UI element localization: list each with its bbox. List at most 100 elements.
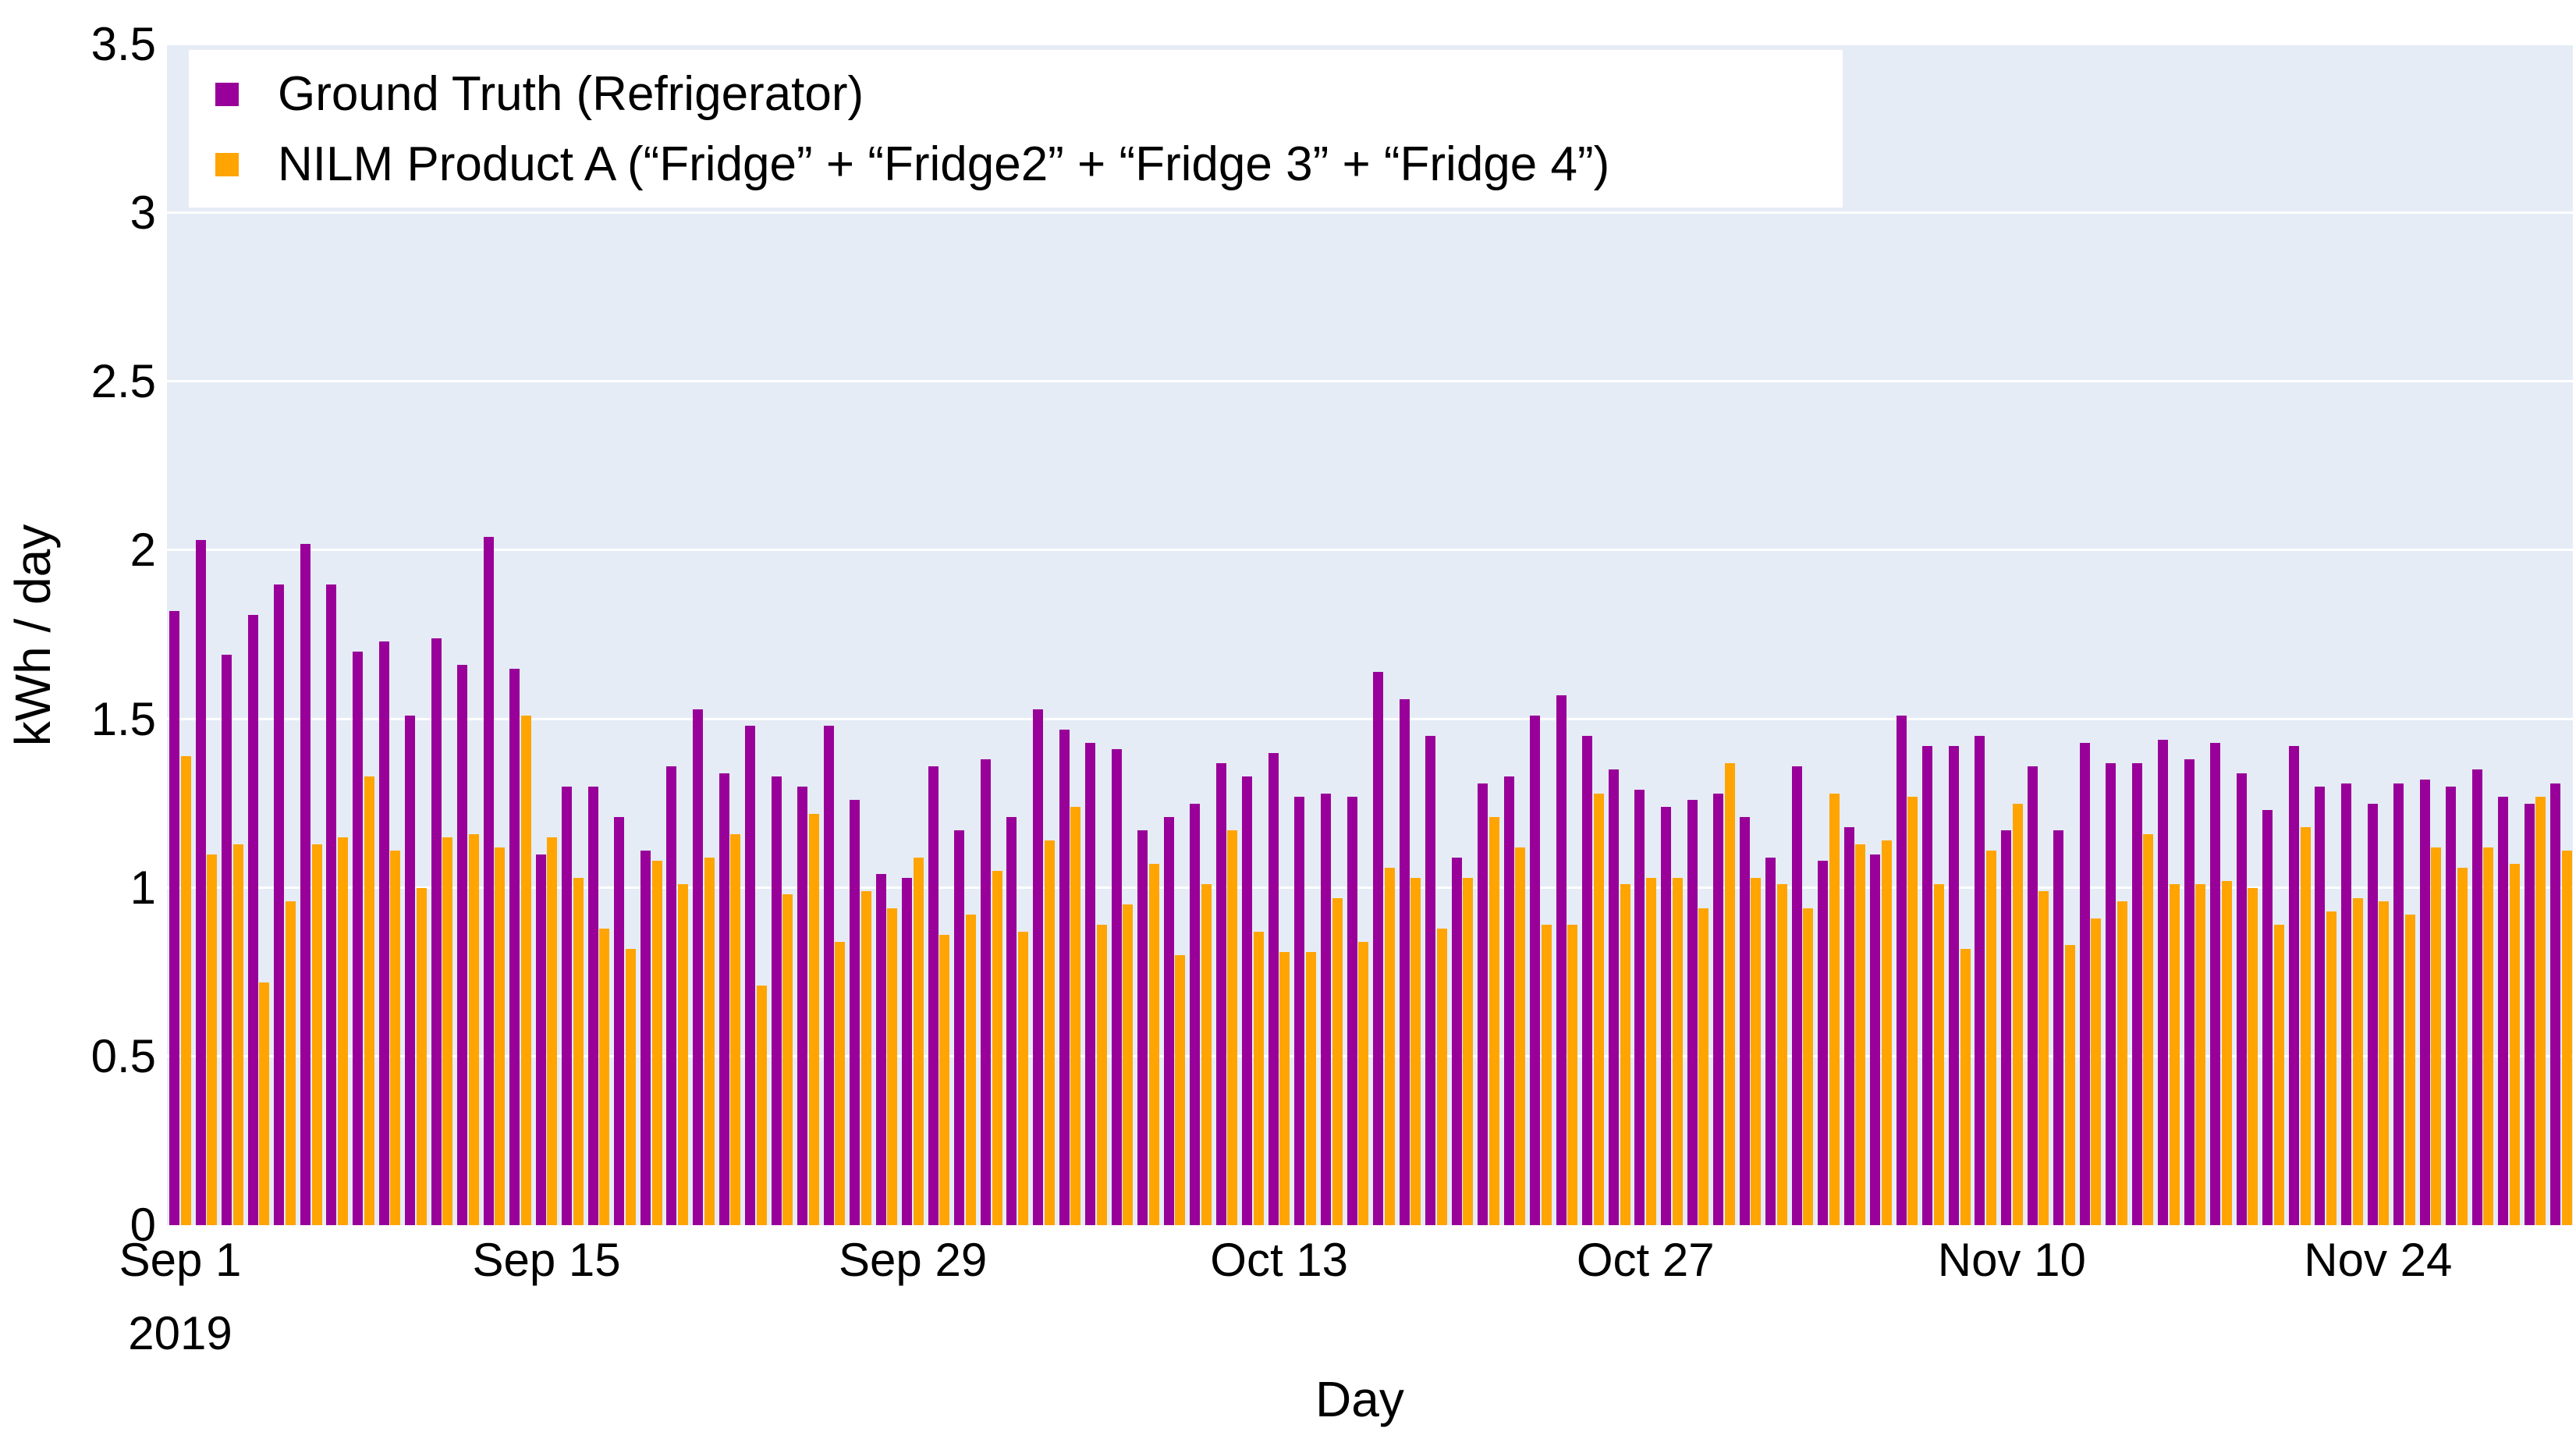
bar-ground-truth <box>1399 698 1410 1225</box>
ground-truth-swatch-icon <box>215 83 239 106</box>
bar-ground-truth <box>535 854 546 1225</box>
bar-nilm <box>2509 864 2520 1225</box>
bar-ground-truth <box>745 726 756 1225</box>
bar-ground-truth <box>1818 861 1829 1225</box>
bar-ground-truth <box>2106 762 2117 1225</box>
bar-nilm <box>2221 881 2232 1225</box>
bar-ground-truth <box>2027 766 2038 1225</box>
bar-ground-truth <box>1975 736 1985 1225</box>
bar-nilm <box>1306 951 1317 1225</box>
bar-nilm <box>1593 793 1604 1225</box>
bar-nilm <box>678 884 689 1225</box>
bar-ground-truth <box>1006 816 1017 1225</box>
bar-nilm <box>1776 884 1787 1225</box>
bar-ground-truth <box>1687 800 1698 1225</box>
bar-nilm <box>1646 877 1657 1225</box>
bar-nilm <box>259 982 270 1225</box>
bar-ground-truth <box>300 543 310 1225</box>
bar-ground-truth <box>1582 736 1593 1225</box>
x-axis-title: Day <box>1315 1371 1404 1427</box>
bar-ground-truth <box>1294 797 1305 1225</box>
bar-nilm <box>808 813 819 1225</box>
bar-ground-truth <box>2315 787 2326 1225</box>
legend-label-ground-truth: Ground Truth (Refrigerator) <box>278 67 864 121</box>
y-tick-1.5: 1.5 <box>90 692 156 745</box>
y-tick-0: 0 <box>130 1199 156 1251</box>
bar-ground-truth <box>1059 729 1070 1225</box>
bar-nilm <box>338 837 349 1225</box>
bar-nilm <box>1384 867 1395 1225</box>
bar-nilm <box>1881 840 1892 1225</box>
bar-ground-truth <box>2550 783 2561 1225</box>
bar-ground-truth <box>1163 816 1174 1225</box>
gridline-3.5 <box>167 43 2573 45</box>
bar-nilm <box>1620 884 1630 1225</box>
bar-ground-truth <box>2131 762 2142 1225</box>
y-tick-1: 1 <box>130 861 156 914</box>
bar-nilm <box>364 776 374 1225</box>
bar-ground-truth <box>771 776 782 1225</box>
bar-nilm <box>2404 915 2415 1225</box>
bar-ground-truth <box>2341 783 2352 1225</box>
bar-nilm <box>416 887 427 1225</box>
bar-nilm <box>1332 897 1343 1225</box>
bar-ground-truth <box>1843 826 1854 1225</box>
bar-nilm <box>1855 844 1866 1225</box>
bar-nilm <box>2143 833 2154 1225</box>
bar-nilm <box>2117 901 2127 1225</box>
bar-ground-truth <box>640 851 651 1225</box>
bar-nilm <box>1488 816 1499 1225</box>
y-tick-2.5: 2.5 <box>90 355 156 408</box>
bar-ground-truth <box>1896 716 1907 1225</box>
bar-nilm <box>1070 806 1081 1225</box>
bar-nilm <box>520 716 531 1225</box>
plot-area <box>167 43 2573 1225</box>
bar-ground-truth <box>1530 716 1541 1225</box>
bar-nilm <box>966 915 976 1225</box>
bar-nilm <box>1044 840 1055 1225</box>
bar-nilm <box>1175 955 1186 1225</box>
y-tick-3: 3 <box>130 187 156 240</box>
bar-ground-truth <box>1373 672 1384 1225</box>
y-axis-title: kWh / day <box>5 524 61 746</box>
bar-ground-truth <box>2158 739 2169 1225</box>
bar-ground-truth <box>431 638 442 1225</box>
bar-ground-truth <box>1085 742 1096 1225</box>
x-tick-oct-13: Oct 13 <box>1210 1234 1349 1286</box>
bar-nilm <box>887 908 898 1225</box>
bar-nilm <box>730 833 741 1225</box>
bar-nilm <box>232 844 243 1225</box>
bar-ground-truth <box>1634 790 1645 1225</box>
x-tick-oct-27: Oct 27 <box>1576 1234 1715 1286</box>
bar-ground-truth <box>902 877 913 1225</box>
bar-ground-truth <box>1791 766 1802 1225</box>
bar-ground-truth <box>1190 803 1201 1225</box>
bar-nilm <box>2379 901 2390 1225</box>
nilm-swatch-icon <box>215 153 239 176</box>
bar-ground-truth <box>169 611 180 1225</box>
bar-nilm <box>2326 911 2337 1225</box>
gridline-2 <box>167 549 2573 552</box>
bar-nilm <box>2038 891 2049 1225</box>
bar-ground-truth <box>2367 803 2378 1225</box>
bar-nilm <box>1960 948 1971 1225</box>
bar-ground-truth <box>954 830 965 1225</box>
bar-nilm <box>782 894 793 1225</box>
bar-nilm <box>1253 931 1264 1225</box>
bar-nilm <box>651 861 662 1225</box>
bar-nilm <box>390 851 401 1225</box>
bar-ground-truth <box>1033 709 1044 1225</box>
bar-nilm <box>2483 847 2494 1225</box>
bar-ground-truth <box>2419 780 2430 1225</box>
bar-ground-truth <box>1425 736 1436 1225</box>
bar-ground-truth <box>2393 783 2404 1225</box>
legend-item-ground-truth: Ground Truth (Refrigerator) <box>189 59 1843 130</box>
bar-ground-truth <box>2184 759 2195 1225</box>
gridline-1.5 <box>167 717 2573 720</box>
bar-nilm <box>1698 908 1709 1225</box>
x-tick-sep-1: Sep 1 <box>119 1234 242 1286</box>
bar-ground-truth <box>719 773 729 1225</box>
bar-ground-truth <box>2001 830 2011 1225</box>
bar-nilm <box>1829 793 1840 1225</box>
